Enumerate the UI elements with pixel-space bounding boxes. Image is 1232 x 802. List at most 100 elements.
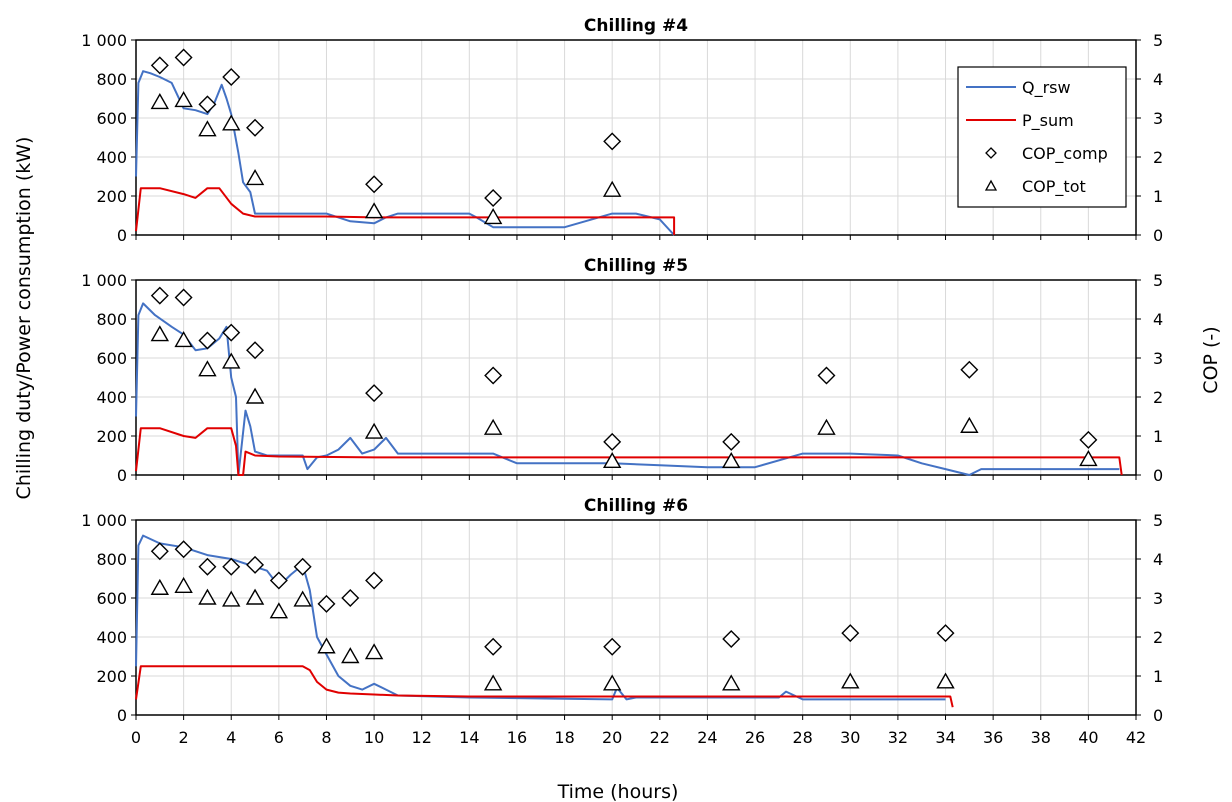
cop-tot-point [150, 578, 170, 595]
left-tick-label: 200 [96, 427, 127, 446]
cop-tot-point [222, 590, 241, 607]
cop-comp-point [722, 432, 741, 451]
legend-box [957, 66, 1127, 208]
right-tick-label: 5 [1153, 511, 1163, 530]
cop-tot-point [483, 208, 503, 225]
right-tick-label: 4 [1153, 310, 1163, 329]
cop-comp-point [484, 637, 503, 656]
cop-comp-point [222, 557, 241, 576]
cop-tot-point [174, 331, 193, 348]
x-tick-label: 10 [364, 728, 384, 747]
x-tick-label: 40 [1078, 728, 1098, 747]
legend-cop-tot: COP_tot [984, 177, 1086, 197]
cop-comp-point [150, 542, 169, 561]
cop-comp-point [198, 557, 217, 576]
cop-comp-point [341, 589, 360, 607]
cop-comp-point [246, 118, 265, 137]
right-tick-label: 0 [1153, 706, 1163, 725]
legend-label: Q_rsw [1022, 78, 1071, 98]
cop-comp-point [841, 624, 860, 643]
left-tick-label: 0 [117, 226, 127, 245]
cop-comp-point [603, 432, 622, 451]
left-tick-label: 800 [96, 550, 127, 569]
legend-label: P_sum [1022, 111, 1074, 131]
triangle-marker-icon [984, 179, 998, 191]
p-sum-line [135, 187, 676, 235]
right-tick-label: 0 [1153, 226, 1163, 245]
cop-comp-point [603, 132, 622, 151]
left-tick-label: 1 000 [81, 511, 127, 530]
cop-comp-point [936, 624, 955, 643]
q-rsw-line [135, 70, 675, 236]
x-tick-label: 4 [226, 728, 236, 747]
right-tick-label: 4 [1153, 550, 1163, 569]
cop-tot-point [483, 674, 503, 691]
right-tick-label: 2 [1153, 628, 1163, 647]
cop-comp-point [603, 637, 622, 656]
x-tick-label: 2 [179, 728, 189, 747]
left-axis-label: Chilling duty/Power consumption (kW) [13, 137, 35, 500]
diamond-marker-icon [985, 147, 997, 159]
cop-tot-point [150, 92, 170, 110]
right-tick-label: 1 [1153, 667, 1163, 686]
cop-tot-point [364, 422, 384, 439]
cop-comp-point [269, 571, 288, 590]
cop-comp-point [365, 571, 384, 590]
x-tick-label: 18 [554, 728, 574, 747]
right-tick-label: 3 [1153, 589, 1163, 608]
left-tick-label: 0 [117, 706, 127, 725]
cop-comp-point [484, 188, 503, 207]
right-tick-label: 5 [1153, 271, 1163, 290]
cop-comp-point [293, 557, 312, 576]
cop-tot-point [245, 169, 265, 186]
cop-comp-point [222, 68, 241, 87]
right-tick-label: 0 [1153, 466, 1163, 485]
cop-comp-point [198, 95, 217, 114]
cop-tot-point [198, 360, 217, 377]
x-axis-label: Time (hours) [557, 781, 679, 802]
q-rsw-line [135, 302, 1120, 476]
cop-tot-point [198, 120, 217, 137]
legend-cop-comp: COP_comp [985, 144, 1108, 164]
cop-tot-point [150, 325, 170, 342]
right-tick-label: 1 [1153, 427, 1163, 446]
x-tick-label: 30 [840, 728, 860, 747]
legend-p-sum: P_sum [966, 111, 1074, 131]
cop-comp-point [1079, 430, 1098, 449]
x-tick-label: 36 [983, 728, 1003, 747]
x-tick-label: 0 [131, 728, 141, 747]
right-tick-label: 5 [1153, 31, 1163, 50]
cop-comp-point [174, 540, 193, 559]
cop-comp-point [174, 48, 193, 67]
cop-tot-point [602, 180, 622, 197]
cop-tot-point [364, 202, 384, 219]
cop-comp-point [365, 384, 384, 403]
x-tick-label: 16 [507, 728, 527, 747]
cop-tot-point [317, 637, 336, 654]
right-tick-label: 4 [1153, 70, 1163, 89]
right-tick-label: 3 [1153, 109, 1163, 128]
right-tick-label: 2 [1153, 148, 1163, 167]
chart-panel: Chilling #5 0 200 400 600 800 1 000 0 1 2 3 4 5 [81, 256, 1163, 485]
x-tick-label: 38 [1031, 728, 1051, 747]
cop-comp-point [150, 286, 169, 305]
cop-comp-point [960, 360, 979, 379]
left-tick-label: 400 [96, 148, 127, 167]
cop-tot-point [222, 114, 241, 131]
x-tick-label: 22 [650, 728, 670, 747]
left-tick-label: 1 000 [81, 31, 127, 50]
x-tick-label: 6 [274, 728, 284, 747]
left-tick-label: 0 [117, 466, 127, 485]
left-tick-label: 600 [96, 589, 127, 608]
x-tick-label: 34 [935, 728, 955, 747]
cop-comp-point [484, 366, 503, 385]
left-tick-label: 600 [96, 109, 127, 128]
legend-q-rsw: Q_rsw [966, 78, 1071, 98]
cop-comp-point [174, 288, 193, 307]
legend-label: COP_comp [1022, 144, 1108, 164]
cop-tot-point [245, 588, 265, 605]
x-tick-label: 20 [602, 728, 622, 747]
cop-comp-point [246, 341, 265, 360]
x-tick-label: 8 [321, 728, 331, 747]
